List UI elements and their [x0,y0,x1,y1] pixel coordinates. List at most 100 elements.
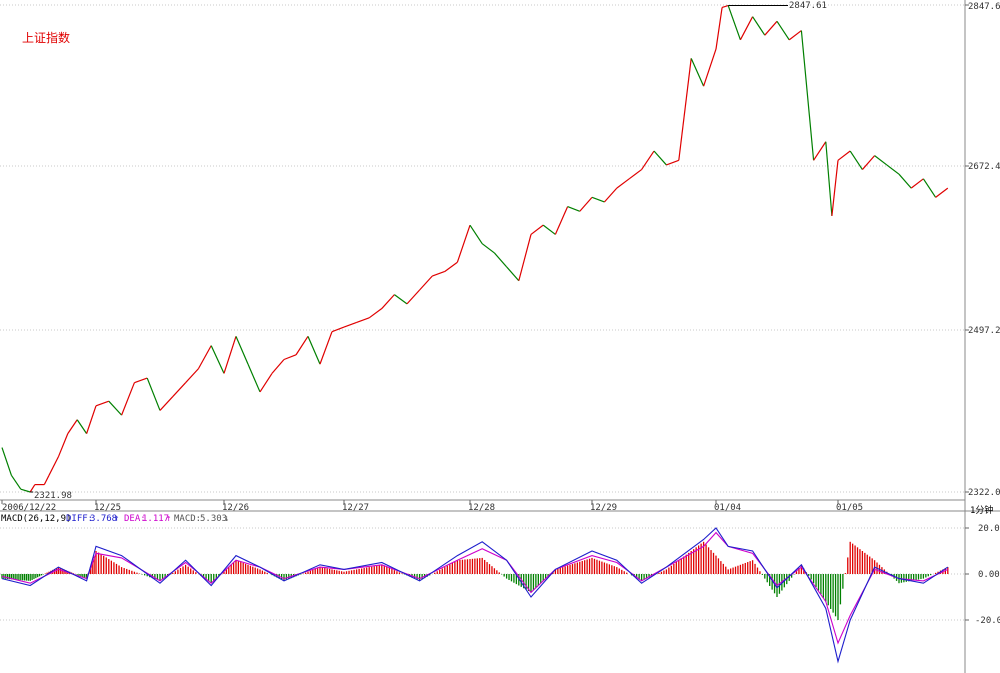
price-segment [922,178,937,198]
price-segment [469,224,483,245]
price-segment [831,160,839,216]
price-segment [813,141,827,161]
x-tick-label: 12/28 [468,503,495,513]
price-segment [874,155,888,166]
price-segment [259,373,273,393]
price-y-tick-label: 2322.0 [968,488,1000,498]
period-label[interactable]: 1分钟 [970,504,993,516]
legend-diff-arrow: ↑ [114,514,119,524]
price-y-tick-label: 2497.2 [968,326,1000,336]
x-tick-label: 01/05 [836,503,863,513]
price-segment [319,331,333,365]
price-segment [518,234,532,281]
price-segment [86,405,97,434]
price-segment [703,48,717,87]
legend-diff-value: 3.768 [90,514,117,524]
price-segment [530,224,544,235]
price-segment [788,30,802,41]
price-segment [43,475,50,485]
macd-y-tick-label: 20.00 [978,524,1000,534]
price-segment [20,488,31,493]
price-segment [641,150,655,170]
price-segment [456,224,471,263]
price-segment [739,16,754,41]
price-segment [481,243,495,254]
price-segment [223,336,237,374]
price-segment [76,419,88,434]
time-x-axis: 2006/12/22 12/25 12/26 12/27 12/28 12/29 01/04… [1,500,863,513]
price-segment [542,224,556,235]
price-segment [146,377,161,411]
price-segment [431,270,446,277]
macd-y-axis: 20.00 0.00 -20.00 [965,524,1000,626]
price-segment [368,308,383,319]
price-segment [666,159,680,166]
price-segment [210,345,225,374]
price-segment [628,169,642,180]
price-segment [935,187,949,198]
price-segment [800,30,815,161]
min-price-label: 2321.98 [34,491,72,501]
macd-histogram [1,541,949,620]
price-segment [825,141,833,216]
price-segment [235,336,249,365]
price-segment [715,7,723,50]
price-segment [444,261,458,272]
price-segment [57,433,69,458]
price-segment [690,58,705,87]
legend-dea-arrow: ↑ [166,514,171,524]
price-y-tick-label: 2847.6 [968,2,1000,12]
price-segment [898,173,912,189]
price-segment [616,178,630,189]
x-tick-label: 12/29 [590,503,617,513]
price-segment [603,187,618,203]
macd-panel: 20.00 0.00 -20.00 MACD(26,12,9) DIFF: 3.76… [0,504,1000,664]
price-segment [159,396,174,411]
legend-macd-label: MACD: [174,514,201,524]
price-segment [356,317,370,324]
price-segment [506,266,520,282]
price-segment [48,456,59,476]
price-segment [406,289,421,305]
price-segment [29,484,36,493]
legend-macd-value: 5.303 [200,514,227,524]
price-segment [419,275,433,291]
price-segment [579,196,593,212]
price-segment [108,400,123,416]
price-segment [95,400,110,407]
price-y-axis: 2847.6 2672.4 2497.2 2322.0 [965,2,1000,498]
price-segment [185,368,199,384]
price-segment [727,5,741,41]
price-segment [776,20,790,41]
price-segment [910,178,924,189]
price-segment [394,294,408,305]
legend-dea-value: 1.117 [142,514,169,524]
price-segment [197,345,212,370]
price-segment [134,377,148,384]
x-tick-label: 12/26 [222,503,249,513]
price-segment [67,419,78,434]
x-tick-label: 12/27 [342,503,369,513]
price-segment [886,164,900,175]
price-segment [493,252,508,268]
price-segment [653,150,667,166]
price-segment [752,16,766,36]
price-segment [1,447,12,476]
price-segment [721,4,729,8]
price-segment [861,155,876,170]
price-segment [381,294,395,309]
price-segment [331,326,345,333]
price-y-tick-label: 2672.4 [968,162,1000,172]
price-segment [283,354,297,361]
diff-line [1,527,949,664]
price-segment [271,359,285,374]
price-segment [247,363,261,393]
price-segment [764,20,778,36]
macd-y-tick-label: -20.00 [975,616,1000,626]
max-price-label: 2847.61 [789,1,827,11]
chart-title: 上证指数 [22,30,70,45]
macd-y-tick-label: 0.00 [978,570,1000,580]
